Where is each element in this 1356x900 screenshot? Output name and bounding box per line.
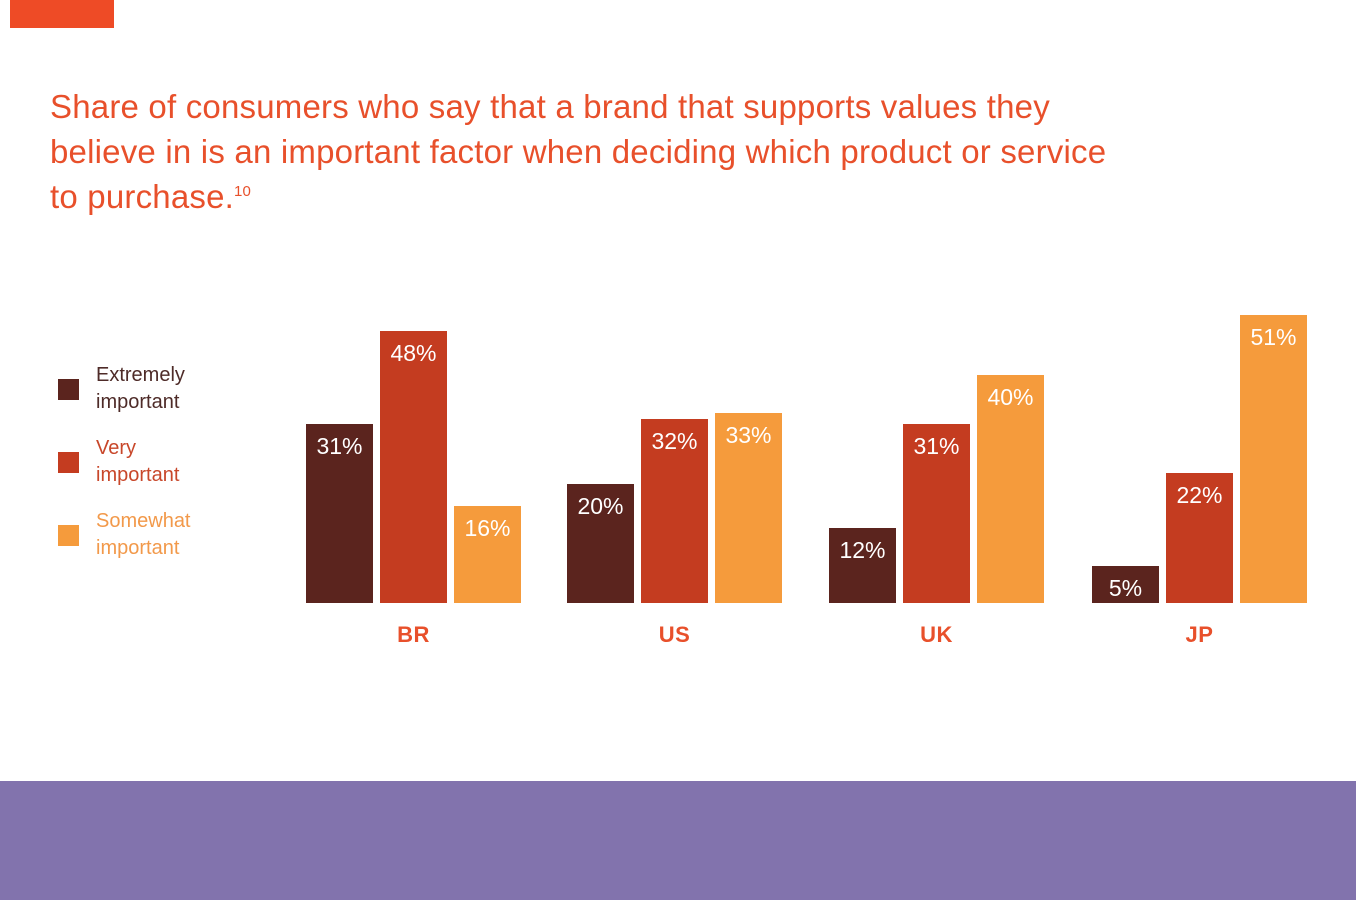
bar-value-label: 5%: [1108, 575, 1143, 601]
legend-swatch-somewhat-important: [58, 524, 79, 546]
top-left-accent-bar: [10, 0, 114, 28]
chart-title: Share of consumers who say that a brand …: [50, 84, 1106, 219]
bar-uk-very-important: 31%: [903, 424, 970, 603]
bar-value-label: 12%: [839, 537, 886, 563]
legend-item-somewhat-important: Somewhat important: [58, 508, 191, 562]
bar-value-label: 40%: [987, 384, 1034, 410]
legend-label: Extremely important: [96, 362, 185, 416]
bar-jp-somewhat-important: 51%: [1240, 315, 1307, 603]
title-line: believe in is an important factor when d…: [50, 133, 1107, 170]
bar-br-extremely-important: 31%: [306, 424, 373, 603]
legend-swatch-very-important: [58, 451, 79, 473]
bar-uk-somewhat-important: 40%: [977, 375, 1044, 603]
category-label-us: US: [658, 622, 691, 647]
legend-label-line: Extremely: [96, 364, 185, 386]
bar-us-somewhat-important: 33%: [715, 413, 782, 603]
legend-label-line: Somewhat: [96, 510, 191, 532]
legend-label: Somewhat important: [96, 508, 191, 562]
category-label-br: BR: [397, 622, 430, 647]
bar-jp-very-important: 22%: [1166, 473, 1233, 603]
category-label-jp: JP: [1185, 622, 1214, 647]
bar-value-label: 20%: [577, 493, 624, 519]
bar-value-label: 16%: [464, 515, 511, 541]
legend-label-line: important: [96, 464, 180, 486]
footer-band: [0, 781, 1356, 900]
legend-item-extremely-important: Extremely important: [58, 362, 191, 416]
bar-uk-extremely-important: 12%: [829, 528, 896, 603]
bar-value-label: 33%: [725, 422, 772, 448]
footnote-marker: 10: [234, 183, 252, 200]
category-label-uk: UK: [920, 622, 953, 647]
legend-swatch-extremely-important: [58, 378, 79, 400]
bar-value-label: 31%: [913, 433, 960, 459]
bar-value-label: 51%: [1250, 324, 1297, 350]
title-line: Share of consumers who say that a brand …: [50, 88, 1050, 125]
bar-jp-extremely-important: 5%: [1092, 566, 1159, 603]
chart-legend: Extremely important Very important Somew…: [58, 362, 191, 581]
bar-value-label: 48%: [390, 340, 437, 366]
title-line-text: to purchase.: [50, 178, 235, 215]
bar-us-very-important: 32%: [641, 419, 708, 603]
bar-br-very-important: 48%: [380, 331, 447, 603]
bar-value-label: 22%: [1176, 482, 1223, 508]
legend-label-line: Very: [96, 437, 137, 459]
bar-us-extremely-important: 20%: [567, 484, 634, 603]
bar-value-label: 32%: [651, 428, 698, 454]
bar-value-label: 31%: [316, 433, 363, 459]
legend-item-very-important: Very important: [58, 435, 191, 489]
title-line: to purchase.10: [50, 174, 1106, 219]
legend-label-line: important: [96, 391, 180, 413]
legend-label-line: important: [96, 537, 180, 559]
bar-br-somewhat-important: 16%: [454, 506, 521, 603]
legend-label: Very important: [96, 435, 179, 489]
